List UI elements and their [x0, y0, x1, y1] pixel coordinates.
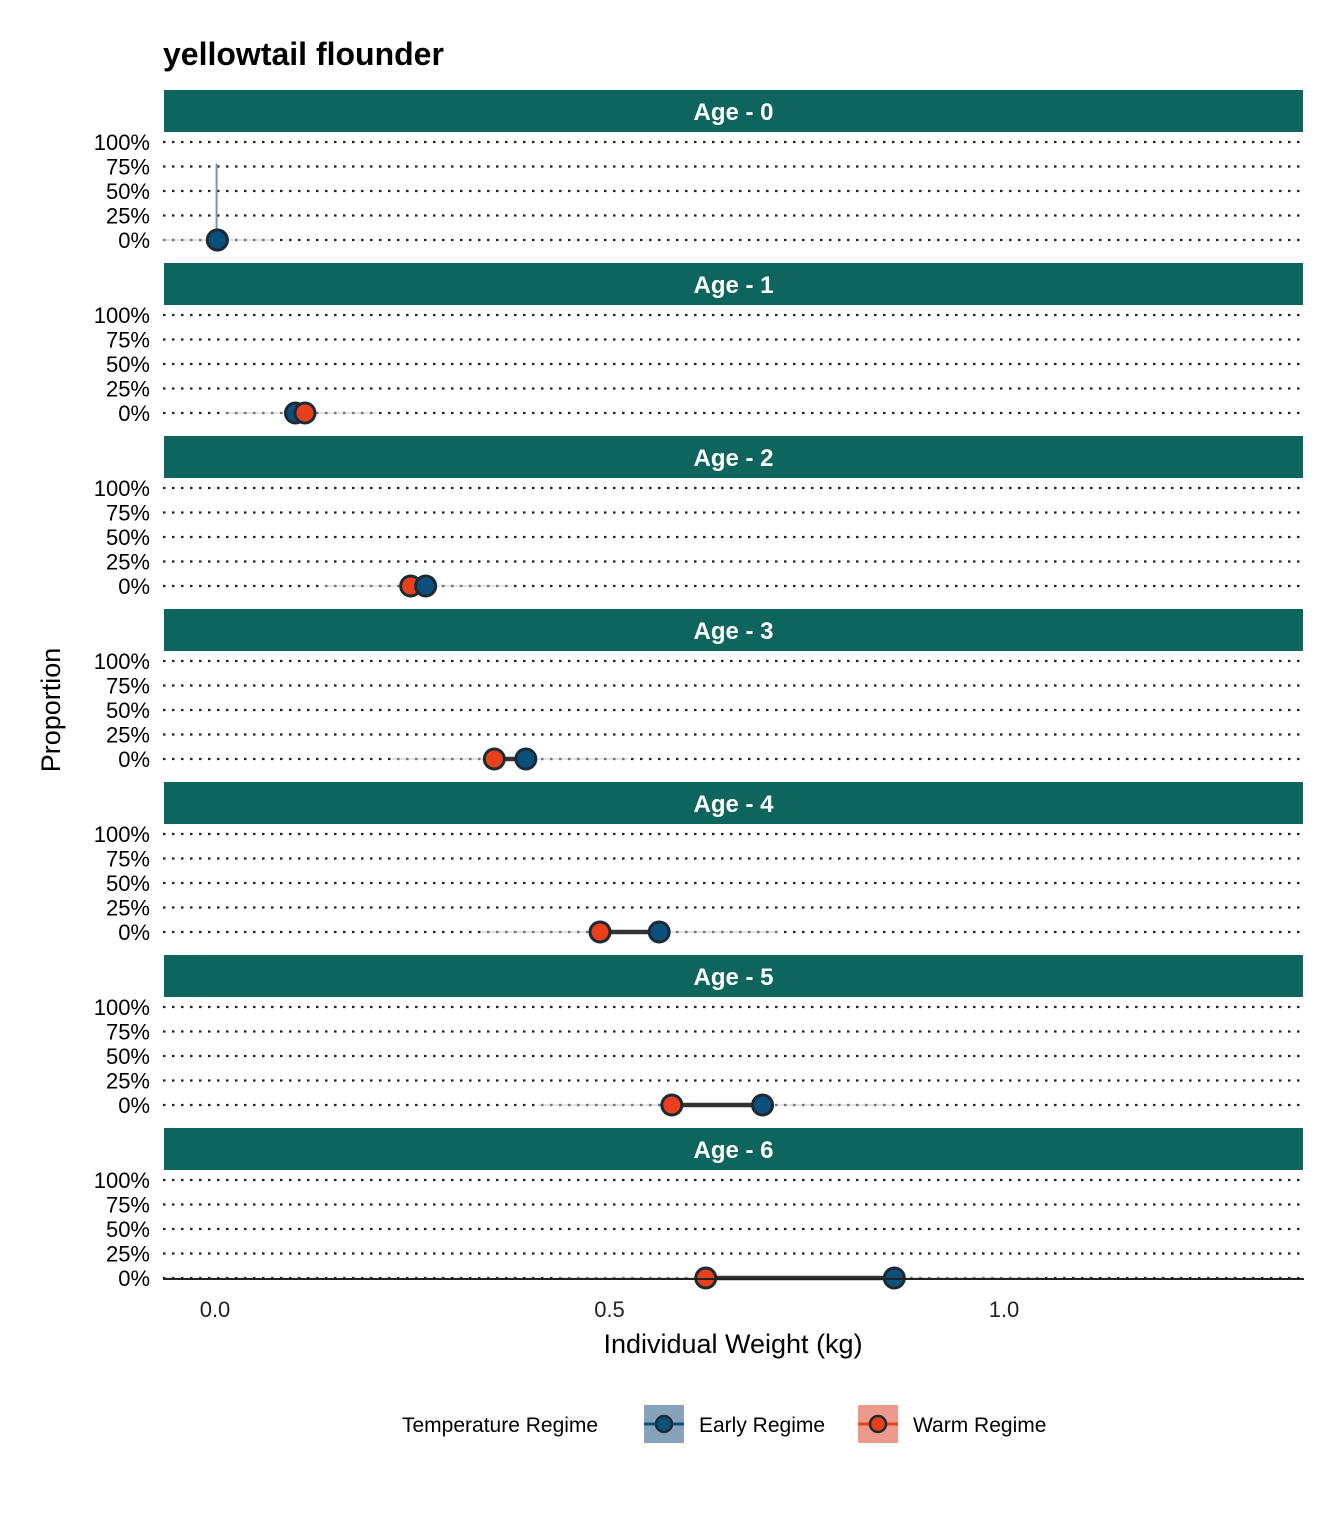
- y-tick-label: 0%: [118, 920, 150, 945]
- warm-regime-point: [482, 747, 506, 771]
- warm-regime-point: [660, 1093, 684, 1117]
- y-tick-label: 100%: [94, 130, 150, 155]
- x-tick-label: 0.5: [594, 1297, 625, 1322]
- y-tick-label: 75%: [106, 847, 150, 872]
- facet-strip: [162, 780, 1305, 826]
- facet-strip-label: Age - 0: [693, 99, 773, 126]
- y-tick-label: 50%: [106, 698, 150, 723]
- y-axis-label: Proportion: [36, 648, 66, 773]
- facet-age-3: Age - 3 100%75%50%25%0%: [94, 607, 1305, 772]
- y-tick-label: 75%: [106, 328, 150, 353]
- y-tick-label: 0%: [118, 747, 150, 772]
- legend-key-point: [654, 1414, 674, 1434]
- warm-regime-point: [293, 401, 317, 425]
- y-tick-label: 50%: [106, 1217, 150, 1242]
- facet-strip-label: Age - 1: [693, 272, 773, 299]
- early-regime-point: [751, 1093, 775, 1117]
- chart-title: yellowtail flounder: [163, 36, 444, 72]
- facet-strip: [162, 953, 1305, 999]
- x-axis-label: Individual Weight (kg): [603, 1329, 862, 1359]
- facet-strip-label: Age - 2: [693, 445, 773, 472]
- y-tick-label: 25%: [106, 377, 150, 402]
- early-regime-point: [514, 747, 538, 771]
- y-tick-label: 100%: [94, 649, 150, 674]
- facet-strip-label: Age - 3: [693, 618, 773, 645]
- y-tick-label: 0%: [118, 1093, 150, 1118]
- y-tick-label: 50%: [106, 525, 150, 550]
- y-tick-label: 100%: [94, 476, 150, 501]
- facet-age-6: Age - 6 100%75%50%25%0%: [94, 1126, 1305, 1291]
- y-tick-label: 25%: [106, 550, 150, 575]
- facet-strip-label: Age - 5: [693, 964, 773, 991]
- y-tick-label: 75%: [106, 501, 150, 526]
- warm-regime-point: [588, 920, 612, 944]
- y-tick-label: 0%: [118, 228, 150, 253]
- early-regime-point: [414, 574, 438, 598]
- y-tick-label: 25%: [106, 1069, 150, 1094]
- facet-strip: [162, 88, 1305, 134]
- facet-age-1: Age - 1 100%75%50%25%0%: [94, 261, 1305, 426]
- early-regime-point: [647, 920, 671, 944]
- legend-title: Temperature Regime: [402, 1414, 598, 1437]
- y-tick-label: 25%: [106, 204, 150, 229]
- legend-entry: Early Regime: [644, 1405, 825, 1443]
- facet-strip: [162, 607, 1305, 653]
- y-tick-label: 75%: [106, 155, 150, 180]
- y-tick-label: 75%: [106, 1020, 150, 1045]
- y-tick-label: 25%: [106, 1242, 150, 1267]
- facet-strip-label: Age - 4: [693, 791, 774, 818]
- y-tick-label: 25%: [106, 723, 150, 748]
- facet-strip: [162, 434, 1305, 480]
- y-tick-label: 75%: [106, 1193, 150, 1218]
- y-tick-label: 100%: [94, 995, 150, 1020]
- facet-age-4: Age - 4 100%75%50%25%0%: [94, 780, 1305, 945]
- legend-entry: Warm Regime: [858, 1405, 1046, 1443]
- y-tick-label: 25%: [106, 896, 150, 921]
- y-tick-label: 0%: [118, 401, 150, 426]
- y-tick-label: 50%: [106, 352, 150, 377]
- legend: Temperature Regime Early Regime Warm Regim…: [402, 1405, 1046, 1443]
- facet-age-2: Age - 2 100%75%50%25%0%: [94, 434, 1305, 599]
- y-tick-label: 50%: [106, 871, 150, 896]
- y-tick-label: 75%: [106, 674, 150, 699]
- y-tick-label: 50%: [106, 179, 150, 204]
- x-axis: 0.0 0.5 1.0: [163, 1278, 1304, 1322]
- legend-key-point: [868, 1414, 888, 1434]
- legend-label: Early Regime: [699, 1414, 825, 1437]
- y-tick-label: 0%: [118, 1266, 150, 1291]
- legend-label: Warm Regime: [913, 1414, 1046, 1437]
- y-tick-label: 50%: [106, 1044, 150, 1069]
- facet-strip: [162, 1126, 1305, 1172]
- facet-strip: [162, 261, 1305, 307]
- x-tick-label: 0.0: [200, 1297, 231, 1322]
- y-tick-label: 100%: [94, 1168, 150, 1193]
- facet-age-0: Age - 0 100%75%50%25%0%: [94, 88, 1305, 253]
- y-tick-label: 0%: [118, 574, 150, 599]
- x-tick-label: 1.0: [989, 1297, 1020, 1322]
- early-regime-point: [205, 228, 229, 252]
- y-tick-label: 100%: [94, 303, 150, 328]
- facet-strip-label: Age - 6: [693, 1137, 773, 1164]
- y-tick-label: 100%: [94, 822, 150, 847]
- facet-age-5: Age - 5 100%75%50%25%0%: [94, 953, 1305, 1118]
